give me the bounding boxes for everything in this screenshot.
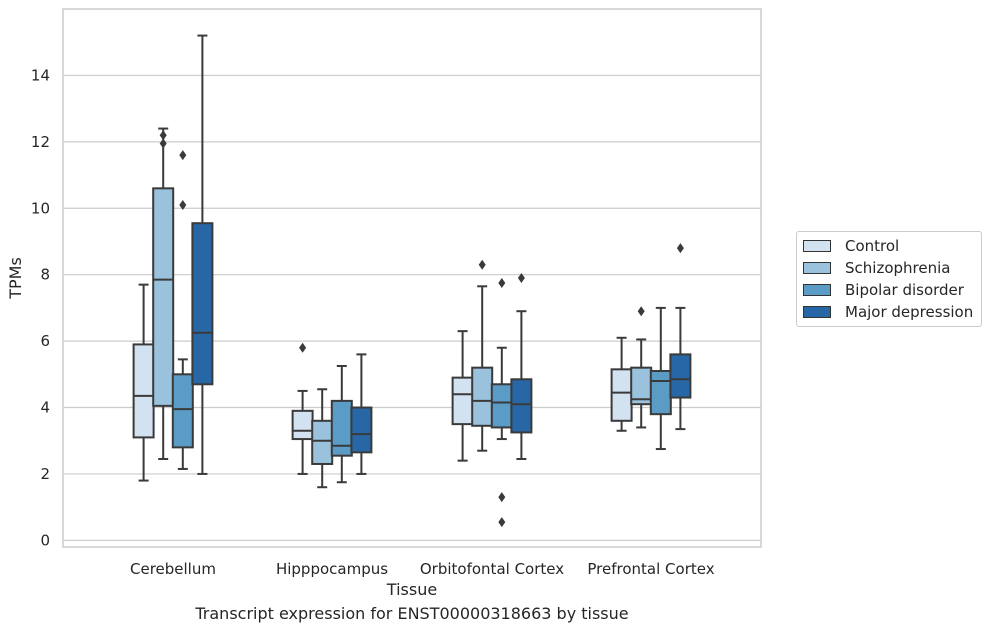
box-0-3 bbox=[610, 336, 633, 432]
legend-label-control: Control bbox=[845, 237, 900, 255]
legend-label-major-depression: Major depression bbox=[845, 303, 974, 321]
box-body bbox=[152, 187, 175, 407]
outlier-point-0 bbox=[676, 243, 684, 254]
outlier-point-0 bbox=[517, 273, 525, 283]
legend-swatch-major-depression bbox=[803, 306, 831, 318]
x-tick-label-3: Prefrontal Cortex bbox=[587, 560, 714, 578]
outlier-point-2 bbox=[498, 517, 506, 528]
legend: Control Schizophrenia Bipolar disorder M… bbox=[796, 231, 982, 327]
box-3-1 bbox=[350, 353, 373, 475]
legend-swatch-bipolar-disorder bbox=[803, 284, 831, 296]
box-body bbox=[451, 376, 474, 426]
outlier-point-0 bbox=[637, 306, 645, 317]
x-tick-labels: Cerebellum Hipppocampus Orbitofontal Corte… bbox=[130, 560, 715, 578]
outlier-point-0 bbox=[498, 277, 506, 288]
y-tick-label-12: 12 bbox=[31, 133, 50, 151]
y-tick-label-4: 4 bbox=[40, 399, 50, 417]
outlier-point-0 bbox=[159, 130, 167, 141]
outlier-point-0 bbox=[299, 342, 307, 353]
y-tick-label-8: 8 bbox=[40, 266, 50, 284]
legend-label-schizophrenia: Schizophrenia bbox=[845, 259, 951, 277]
box-3-0 bbox=[191, 34, 214, 475]
box-body bbox=[291, 409, 314, 441]
y-tick-label-6: 6 bbox=[40, 332, 50, 350]
box-body bbox=[490, 383, 513, 429]
y-tick-label-0: 0 bbox=[40, 531, 50, 549]
outlier-point-1 bbox=[498, 492, 506, 503]
box-body bbox=[330, 399, 353, 457]
box-2-1 bbox=[330, 365, 353, 484]
x-tick-label-0: Cerebellum bbox=[130, 560, 216, 578]
y-tick-label-10: 10 bbox=[31, 199, 50, 217]
outlier-point-0 bbox=[179, 150, 187, 161]
box-3-3 bbox=[669, 243, 692, 431]
box-2-0 bbox=[171, 150, 194, 470]
box-3-2 bbox=[510, 273, 533, 460]
box-2-3 bbox=[649, 306, 672, 451]
x-axis-label: Tissue bbox=[386, 580, 437, 599]
box-body bbox=[171, 373, 194, 449]
outlier-point-1 bbox=[179, 199, 187, 210]
box-0-1 bbox=[291, 342, 314, 475]
box-body bbox=[649, 369, 672, 416]
box-body bbox=[510, 378, 533, 434]
legend-item-bipolar-disorder: Bipolar disorder bbox=[803, 280, 964, 300]
legend-label-bipolar-disorder: Bipolar disorder bbox=[845, 281, 964, 299]
legend-item-control: Control bbox=[803, 236, 899, 256]
x-tick-label-1: Hipppocampus bbox=[276, 560, 388, 578]
box-0-0 bbox=[132, 283, 155, 482]
box-body bbox=[610, 368, 633, 422]
legend-item-schizophrenia: Schizophrenia bbox=[803, 258, 950, 278]
box-series bbox=[132, 34, 692, 528]
y-tick-labels: 0 2 4 6 8 10 12 14 bbox=[31, 66, 50, 549]
box-body bbox=[669, 353, 692, 399]
box-body bbox=[191, 222, 214, 386]
box-1-1 bbox=[311, 388, 334, 489]
box-1-2 bbox=[471, 259, 494, 452]
legend-swatch-control bbox=[803, 240, 831, 252]
box-body bbox=[311, 419, 334, 465]
y-axis-label: TPMs bbox=[6, 257, 25, 300]
outlier-point-0 bbox=[478, 259, 486, 270]
box-body bbox=[132, 343, 155, 439]
y-tick-label-2: 2 bbox=[40, 465, 50, 483]
box-0-2 bbox=[451, 330, 474, 462]
y-tick-label-14: 14 bbox=[31, 66, 50, 84]
legend-swatch-schizophrenia bbox=[803, 262, 831, 274]
box-1-3 bbox=[630, 306, 653, 429]
plot-frame bbox=[62, 8, 762, 548]
box-1-0 bbox=[152, 127, 175, 460]
box-body bbox=[471, 366, 494, 427]
legend-item-major-depression: Major depression bbox=[803, 302, 973, 322]
box-2-2 bbox=[490, 277, 513, 528]
chart-caption: Transcript expression for ENST0000031866… bbox=[195, 604, 629, 623]
x-tick-label-2: Orbitofontal Cortex bbox=[420, 560, 564, 578]
outlier-point-1 bbox=[159, 138, 167, 149]
box-body bbox=[350, 406, 373, 454]
